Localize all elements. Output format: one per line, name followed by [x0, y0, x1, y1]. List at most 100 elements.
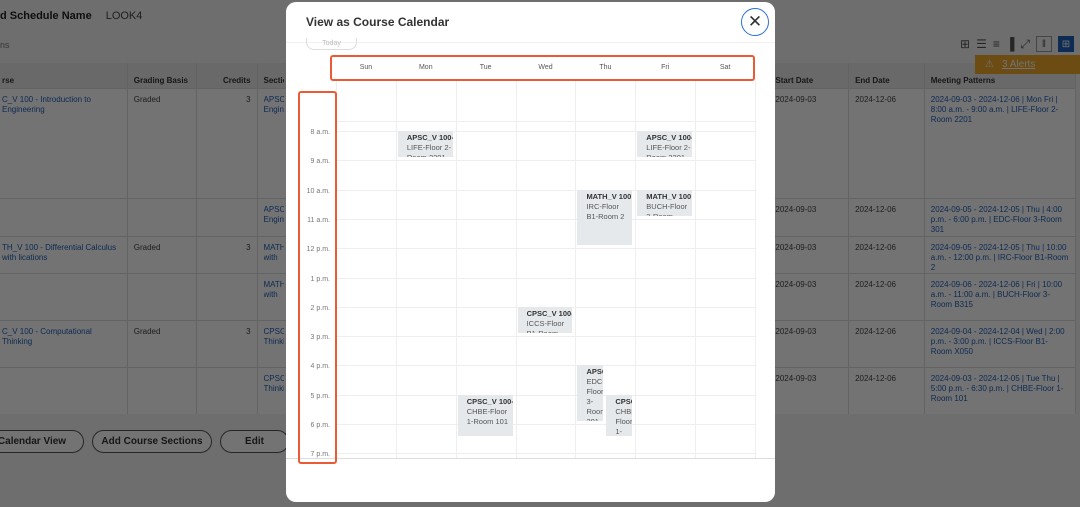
calendar-event[interactable]: APSC_V 100-LIFE-Floor 2-Room 2201	[637, 131, 693, 158]
event-room: IRC-Floor B1-Room 2	[586, 201, 625, 221]
cell-credits	[196, 366, 258, 414]
day-header-mon: Mon	[418, 64, 433, 71]
calendar-event[interactable]: APSC_V 100-LIFE-Floor 2-Room 2201	[397, 131, 453, 158]
column-header[interactable]: Credits	[196, 63, 258, 88]
hour-line	[336, 336, 755, 338]
cell-meeting[interactable]: 2024-09-05 - 2024-12-05 | Thu | 4:00 p.m…	[924, 197, 1077, 236]
event-room: CHBE-Floor 1-Room 101	[615, 406, 633, 436]
add-course-sections-button[interactable]: Add Course Sections	[92, 430, 212, 453]
section-link[interactable]: APSC_ Engine	[263, 204, 284, 224]
grid-column-line	[695, 81, 697, 459]
today-button[interactable]: Today	[306, 38, 357, 50]
hour-line	[336, 189, 755, 191]
section-link[interactable]: CPSC_ Thinki	[263, 326, 284, 346]
cell-meeting[interactable]: 2024-09-03 - 2024-12-06 | Mon Fri | 8:00…	[924, 87, 1077, 198]
cell-credits	[196, 197, 258, 236]
event-room: LIFE-Floor 2-Room 2201	[646, 143, 691, 157]
table-toolbar: ⊞ ☰ ≡ ▐ ⤢ ‖ ⊞	[960, 36, 1074, 52]
column-header[interactable]: rse	[0, 63, 128, 88]
chart-icon[interactable]: ▐	[1005, 37, 1015, 51]
cell-end: 2024-12-06	[848, 319, 925, 367]
cell-course[interactable]: TH_V 100 - Differential Calculus with li…	[0, 235, 128, 273]
section-link[interactable]: CPSC_ Thinki	[263, 373, 284, 393]
divider	[286, 42, 775, 43]
day-header-thu: Thu	[599, 64, 612, 71]
cell-course[interactable]	[0, 272, 128, 320]
section-link[interactable]: MATH_ with A	[263, 242, 284, 262]
time-label: 3 p.m.	[310, 334, 330, 342]
cell-credits: 3	[196, 87, 258, 198]
event-room: CHBE-Floor 1-Room 101	[466, 406, 508, 426]
export-pdf-icon[interactable]: ☰	[976, 37, 987, 51]
event-title: CPSC_V 100-	[526, 308, 573, 318]
cell-course[interactable]	[0, 366, 128, 414]
time-label: 1 p.m.	[310, 275, 330, 283]
time-label: 8 a.m.	[310, 129, 330, 136]
fullscreen-icon[interactable]: ⤢	[1020, 36, 1030, 51]
calendar-event[interactable]: CPSC_V 100-CHBE-Floor 1-Room 101	[606, 394, 633, 436]
day-header-sat: Sat	[719, 64, 731, 71]
calendar-event[interactable]: MATH_V 100 IRC-Floor B1-Room 2	[577, 189, 633, 246]
calendar-grid: APSC_V 100-LIFE-Floor 2-Room 2201 APSC_V …	[336, 80, 757, 459]
calendar-event[interactable]: CPSC_V 100-ICCS-Floor B1-Room X050	[517, 306, 573, 334]
grid-column-line	[575, 81, 577, 459]
hour-line	[336, 218, 755, 220]
hour-line	[336, 424, 755, 425]
cell-course[interactable]: C_V 100 - Introduction to Engineering	[0, 87, 128, 198]
schedule-label: d Schedule Name	[0, 10, 92, 22]
event-title: CPSC_V 100-	[466, 396, 513, 406]
cell-end: 2024-12-06	[848, 235, 925, 273]
event-room: LIFE-Floor 2-Room 2201	[406, 143, 452, 157]
grid-column-line	[515, 81, 517, 459]
event-title: MATH_V 100	[646, 191, 692, 201]
edit-button[interactable]: Edit	[220, 430, 289, 453]
day-header-sun: Sun	[359, 64, 373, 71]
cell-start: 2024-09-03	[768, 366, 850, 414]
highlight-day-header	[330, 55, 755, 81]
alerts-banner[interactable]: ⚠ 3 Alerts	[975, 55, 1080, 74]
grid-view-icon[interactable]: ⊞	[1058, 36, 1074, 52]
section-link[interactable]: APSC_ Engine	[263, 94, 284, 114]
calendar-view-button[interactable]: Calendar View	[0, 430, 84, 453]
cell-meeting[interactable]: 2024-09-06 - 2024-12-06 | Fri | 10:00 a.…	[924, 272, 1077, 320]
section-link[interactable]: MATH_ with A	[263, 279, 284, 299]
cell-meeting[interactable]: 2024-09-04 - 2024-12-04 | Wed | 2:00 p.m…	[924, 319, 1077, 367]
day-header-wed: Wed	[538, 64, 553, 71]
columns-view-icon[interactable]: ‖	[1036, 36, 1052, 52]
grid-column-line	[395, 81, 397, 459]
close-icon: ✕	[747, 12, 763, 31]
all-day-divider	[336, 121, 755, 122]
warning-icon: ⚠	[985, 59, 994, 70]
highlight-time-column	[298, 91, 337, 464]
cell-course[interactable]: C_V 100 - Computational Thinking	[0, 319, 128, 367]
cell-course[interactable]	[0, 197, 128, 236]
close-button[interactable]: ✕	[741, 8, 769, 36]
hour-line	[336, 365, 755, 367]
calendar-event[interactable]: APSC_V 100-EDC-Floor 3-Room 301	[577, 365, 604, 421]
calendar-event[interactable]: CPSC_V 100-CHBE-Floor 1-Room 101	[457, 394, 513, 436]
time-label: 2 p.m.	[310, 304, 330, 312]
cell-grading	[127, 272, 197, 320]
grid-column-line	[755, 81, 757, 459]
cell-end: 2024-12-06	[848, 366, 925, 414]
grid-column-line	[635, 81, 637, 459]
column-header[interactable]: Grading Basis	[127, 63, 197, 88]
column-header[interactable]: End Date	[848, 63, 925, 88]
cell-meeting[interactable]: 2024-09-05 - 2024-12-05 | Thu | 10:00 a.…	[924, 235, 1077, 273]
alerts-link[interactable]: 3 Alerts	[1001, 59, 1036, 70]
schedule-value: LOOK4	[105, 10, 143, 22]
action-buttons: Calendar View Add Course Sections Edit	[0, 430, 327, 453]
cell-start: 2024-09-03	[768, 197, 850, 236]
section-subtitle: ns	[0, 40, 10, 50]
export-excel-icon[interactable]: ⊞	[960, 37, 971, 51]
time-label: 12 p.m.	[306, 246, 330, 254]
cell-grading	[127, 197, 197, 236]
cell-meeting[interactable]: 2024-09-03 - 2024-12-05 | Tue Thu | 5:00…	[924, 366, 1077, 414]
column-header[interactable]: Start Date	[768, 63, 850, 88]
cell-end: 2024-12-06	[848, 197, 925, 236]
event-title: MATH_V 100	[586, 191, 632, 201]
time-label: 11 a.m.	[307, 216, 330, 224]
cell-grading	[127, 366, 197, 414]
filter-icon[interactable]: ≡	[992, 37, 1000, 51]
